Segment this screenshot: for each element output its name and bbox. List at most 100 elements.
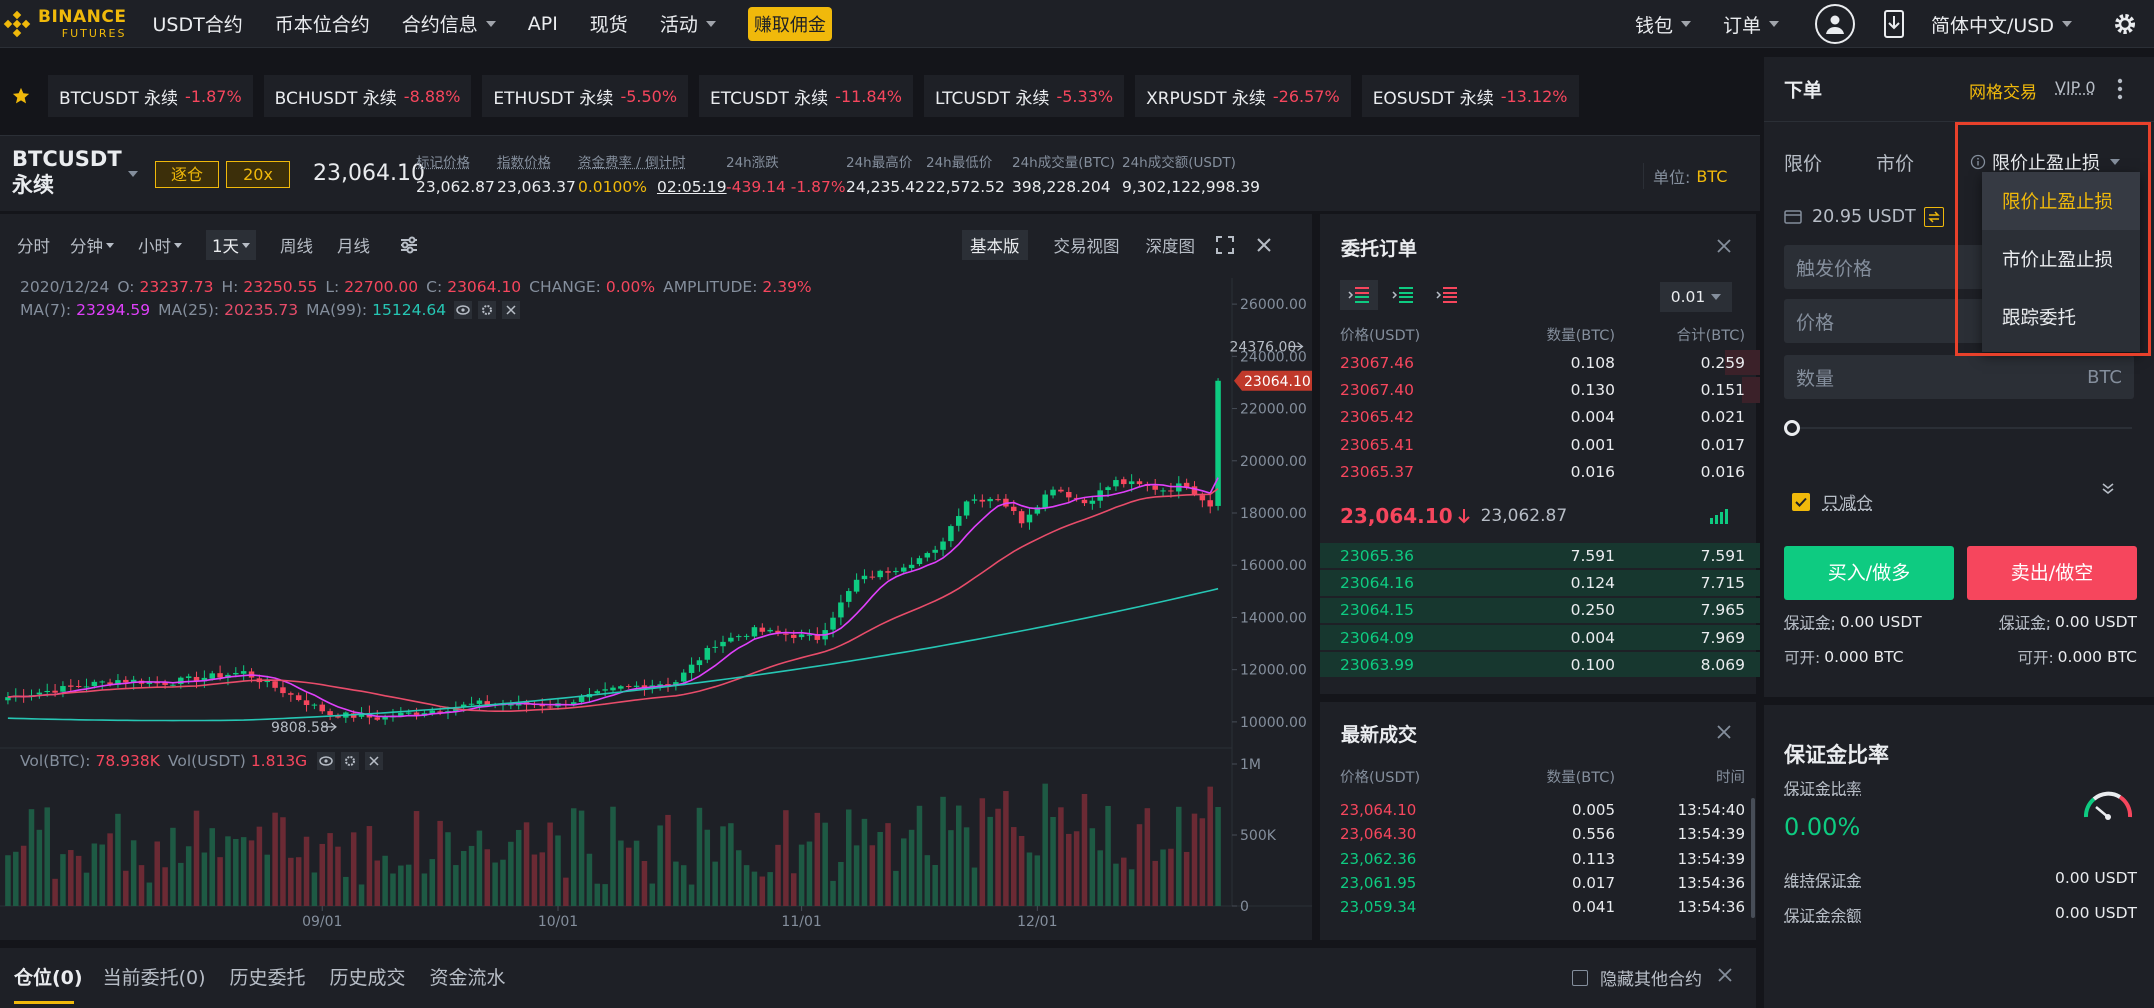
star-icon[interactable] [12, 87, 30, 105]
trades-scrollbar[interactable] [1751, 798, 1755, 918]
symbol-selector[interactable]: BTCUSDT 永续 [12, 146, 122, 199]
grid-trading-link[interactable]: 网格交易 [1969, 83, 2037, 103]
price-chart[interactable]: 26000.00 24000.00 22000.00 20000.00 18000.00… [0, 214, 1312, 940]
candle-body [437, 711, 443, 713]
bid-order-row[interactable]: 23064.09 0.004 7.969 [1320, 624, 1760, 651]
eye-icon[interactable] [317, 752, 336, 770]
chevron-down-icon[interactable] [128, 171, 138, 177]
ticker-item[interactable]: BCHUSDT 永续 -8.88% [263, 75, 472, 117]
candle-body [963, 501, 970, 516]
checkbox[interactable] [1572, 969, 1588, 986]
ask-order-row[interactable]: 23067.40 0.130 0.151 [1320, 376, 1760, 403]
nav-item-3[interactable]: API [528, 13, 558, 35]
ask-order-row[interactable]: 23065.42 0.004 0.021 [1320, 404, 1760, 431]
order-qty: 0.108 [1570, 353, 1615, 372]
positions-tab-2[interactable]: 历史委托 [229, 967, 306, 989]
bid-order-row[interactable]: 23064.16 0.124 7.715 [1320, 569, 1760, 596]
transfer-icon[interactable] [1923, 207, 1944, 227]
nav-item-0[interactable]: USDT合约 [152, 10, 242, 37]
view-tab-depth[interactable]: 深度图 [1145, 237, 1196, 256]
vip-level[interactable]: VIP 0 [2055, 78, 2096, 97]
leverage-button[interactable]: 20x [226, 161, 290, 188]
positions-tab-1[interactable]: 当前委托(0) [102, 967, 206, 989]
precision-select[interactable]: 0.01 [1660, 282, 1732, 312]
positions-tab-4[interactable]: 资金流水 [429, 967, 506, 989]
orderbook-both-icon[interactable] [1340, 280, 1378, 310]
view-tab-tradingview[interactable]: 交易视图 [1053, 237, 1120, 256]
binance-futures-logo[interactable]: BINANCE FUTURES [2, 6, 127, 39]
trade-row: 23,061.95 0.017 13:54:36 [1320, 871, 1756, 895]
interval-3[interactable]: 1天 [206, 230, 256, 260]
close-icon[interactable] [1716, 238, 1732, 254]
ticker-item[interactable]: ETHUSDT 永续 -5.50% [482, 75, 689, 117]
ticker-item[interactable]: ETCUSDT 永续 -11.84% [699, 75, 913, 117]
dropdown-option-market-stop[interactable]: 市价止盈止损 [2002, 250, 2114, 271]
order-type-limit[interactable]: 限价 [1784, 153, 1823, 175]
order-type-stop-selector[interactable]: 限价止盈止损 [1970, 149, 2120, 175]
orderbook-asks-icon[interactable] [1428, 280, 1466, 310]
legend-date: 2020/12/24 [20, 278, 110, 296]
nav-item-4[interactable]: 现货 [590, 10, 628, 37]
ask-order-row[interactable]: 23065.41 0.001 0.017 [1320, 431, 1760, 458]
volume-bar [162, 867, 168, 906]
nav-item-1[interactable]: 币本位合约 [275, 10, 370, 37]
ask-order-row[interactable]: 23067.46 0.108 0.259 [1320, 349, 1760, 376]
more-vertical-icon[interactable] [2116, 78, 2124, 100]
interval-4[interactable]: 周线 [280, 233, 313, 257]
bid-order-row[interactable]: 23065.36 7.591 7.591 [1320, 542, 1760, 569]
view-tab-basic[interactable]: 基本版 [962, 230, 1028, 260]
bid-order-row[interactable]: 23064.15 0.250 7.965 [1320, 597, 1760, 624]
dropdown-option-trailing-stop[interactable]: 跟踪委托 [2002, 308, 2077, 329]
logo-text-binance: BINANCE [38, 6, 127, 27]
order-type-market[interactable]: 市价 [1876, 153, 1915, 175]
ticker-item[interactable]: BTCUSDT 永续 -1.87% [48, 75, 253, 117]
sell-short-button[interactable]: 卖出/做空 [1967, 546, 2137, 600]
ask-order-row[interactable]: 23065.37 0.016 0.016 [1320, 458, 1760, 485]
market-stats: 标记价格 23,062.87 指数价格 23,063.37 资金费率 / 倒计时 0.01… [0, 136, 1300, 212]
eye-icon[interactable] [454, 301, 473, 319]
candle-body [350, 713, 357, 718]
interval-0[interactable]: 分时 [17, 233, 50, 257]
dropdown-option-limit-stop[interactable]: 限价止盈止损 [1982, 172, 2140, 230]
ticker-item[interactable]: EOSUSDT 永续 -13.12% [1361, 75, 1579, 117]
ticker-item[interactable]: LTCUSDT 永续 -5.33% [923, 75, 1125, 117]
quantity-slider-track[interactable] [1792, 427, 2132, 429]
market-stat: 标记价格 23,062.87 [416, 151, 495, 196]
ticker-item[interactable]: XRPUSDT 永续 -26.57% [1135, 75, 1351, 117]
user-icon[interactable] [1815, 4, 1855, 44]
margin-mode-button[interactable]: 逐仓 [155, 161, 219, 188]
close-icon[interactable] [502, 301, 521, 319]
orders-menu[interactable]: 订单 [1723, 11, 1779, 38]
ticker-symbol: ETCUSDT 永续 [710, 88, 829, 109]
close-icon[interactable] [1717, 967, 1733, 983]
interval-1[interactable]: 分钟 [70, 233, 114, 257]
checkbox-checked-icon[interactable] [1792, 492, 1810, 511]
nav-item-2[interactable]: 合约信息 [402, 10, 496, 37]
interval-2[interactable]: 小时 [138, 233, 182, 257]
nav-item-5[interactable]: 活动 [660, 10, 716, 37]
download-icon[interactable] [1883, 10, 1905, 38]
wallet-menu[interactable]: 钱包 [1635, 11, 1691, 38]
buy-long-button[interactable]: 买入/做多 [1784, 546, 1954, 600]
indicator-settings-icon[interactable] [398, 234, 420, 256]
quantity-input[interactable]: 数量 BTC [1784, 355, 2134, 399]
double-chevron-down-icon[interactable] [2101, 482, 2115, 496]
interval-5[interactable]: 月线 [337, 233, 370, 257]
bid-order-row[interactable]: 23063.99 0.100 8.069 [1320, 651, 1760, 678]
gear-icon[interactable] [2112, 11, 2138, 37]
gear-icon[interactable] [478, 301, 497, 319]
orderbook-bids-icon[interactable] [1384, 280, 1422, 310]
reduce-only-option[interactable]: 只减仓 [1792, 489, 1873, 514]
close-icon[interactable] [1716, 724, 1732, 740]
positions-tab-0[interactable]: 仓位(0) [14, 967, 83, 989]
language-currency-menu[interactable]: 简体中文/USD [1931, 11, 2072, 38]
hide-other-contracts[interactable]: 隐藏其他合约 [1572, 965, 1702, 990]
earn-commission-button[interactable]: 赚取佣金 [747, 6, 832, 41]
close-icon[interactable] [365, 752, 384, 770]
gear-icon[interactable] [341, 752, 360, 770]
fullscreen-icon[interactable] [1215, 235, 1235, 255]
close-icon[interactable] [1255, 236, 1273, 254]
candle-body [295, 695, 302, 701]
positions-tab-3[interactable]: 历史成交 [329, 967, 406, 989]
quantity-slider-handle[interactable] [1784, 420, 1800, 436]
